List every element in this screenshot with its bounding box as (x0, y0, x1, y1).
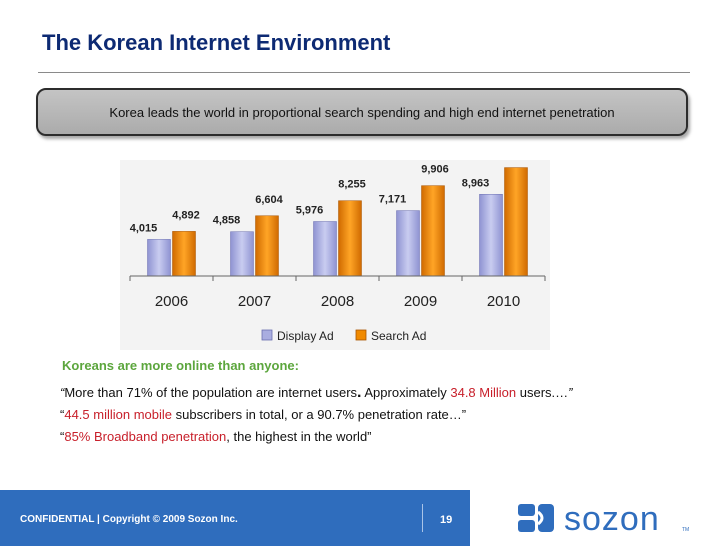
bar-search-ad-2009 (421, 185, 445, 277)
bar-search-ad-2007 (255, 215, 279, 277)
legend-swatch-display-ad (261, 329, 273, 341)
highlight-internet-users: 34.8 Million (450, 385, 517, 400)
footer-bar (0, 490, 470, 546)
bar-display-ad-2010 (479, 194, 503, 277)
note-open-quote: “ (60, 385, 65, 400)
logo-mark-top-icon (518, 504, 535, 516)
legend-label-search-ad: Search Ad (371, 329, 426, 343)
summary-banner: Korea leads the world in proportional se… (36, 88, 688, 136)
confidential-notice: CONFIDENTIAL | Copyright © 2009 Sozon In… (20, 514, 238, 525)
bar-search-ad-2008 (338, 200, 362, 277)
bar-display-ad-2009 (396, 210, 420, 277)
notes-section: Koreans are more online than anyone: “Mo… (60, 358, 682, 450)
footer: CONFIDENTIAL | Copyright © 2009 Sozon In… (0, 490, 728, 546)
x-tick-label-2008: 2008 (321, 293, 354, 310)
page-number: 19 (440, 514, 453, 526)
slide-title: The Korean Internet Environment (42, 30, 391, 55)
legend-swatch-search-ad (355, 329, 367, 341)
data-label-display-ad-2010: 8,963 (462, 177, 490, 189)
banner-text: Korea leads the world in proportional se… (109, 104, 615, 120)
note-internet-users: “More than 71% of the population are int… (60, 384, 573, 401)
note-mobile-subscribers: “44.5 million mobile subscribers in tota… (60, 407, 467, 422)
data-label-search-ad-2007: 6,604 (255, 194, 283, 206)
logo-mark-bottom-icon (518, 520, 535, 532)
logo-trademark: TM (682, 527, 689, 533)
bar-display-ad-2008 (313, 221, 337, 277)
data-label-search-ad-2009: 9,906 (421, 164, 449, 176)
legend-label-display-ad: Display Ad (277, 329, 334, 343)
x-tick-label-2010: 2010 (487, 293, 520, 310)
bar-display-ad-2006 (147, 239, 171, 277)
data-label-search-ad-2006: 4,892 (172, 209, 200, 221)
logo-wordmark: sozon (564, 500, 660, 538)
bar-search-ad-2006 (172, 231, 196, 277)
title-divider (38, 72, 690, 73)
data-label-search-ad-2008: 8,255 (338, 179, 366, 191)
logo-mark-right-icon (538, 504, 554, 532)
x-tick-label-2007: 2007 (238, 293, 271, 310)
highlight-mobile: 44.5 million mobile (64, 407, 173, 422)
x-tick-label-2006: 2006 (155, 293, 188, 310)
data-label-display-ad-2007: 4,858 (213, 215, 241, 227)
data-label-display-ad-2008: 5,976 (296, 204, 324, 216)
bar-display-ad-2007 (230, 231, 254, 277)
data-label-display-ad-2009: 7,171 (379, 194, 407, 206)
x-tick-label-2009: 2009 (404, 293, 437, 310)
notes-heading: Koreans are more online than anyone: (62, 358, 299, 373)
highlight-broadband: 85% Broadband penetration (64, 429, 227, 444)
sozon-logo: sozon TM (518, 500, 689, 538)
note-broadband: “85% Broadband penetration, the highest … (60, 429, 372, 444)
footer-separator (422, 504, 423, 532)
bar-search-ad-2010 (504, 167, 528, 277)
ad-spend-chart: 4,015 4,892 2006 4,858 6,604 2007 5,976 8,255 20… (120, 160, 550, 350)
data-label-display-ad-2006: 4,015 (130, 222, 158, 234)
